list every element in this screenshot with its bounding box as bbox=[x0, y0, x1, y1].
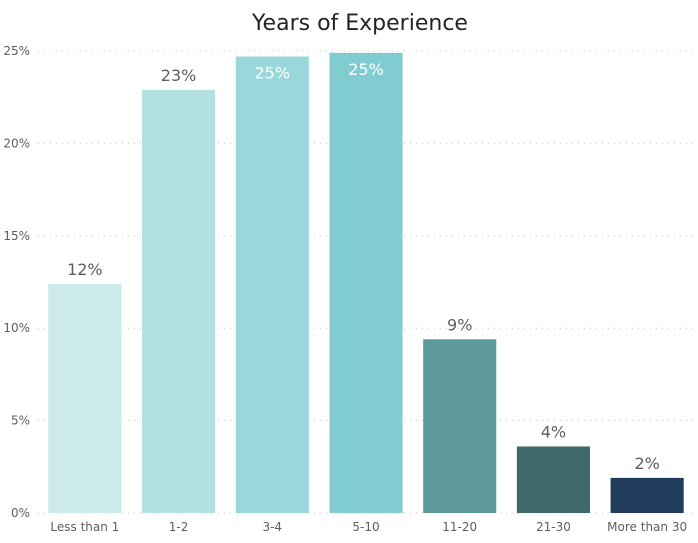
bar[interactable] bbox=[142, 89, 216, 514]
y-tick-label: 10% bbox=[3, 321, 30, 335]
data-label: 25% bbox=[255, 64, 291, 83]
data-label: 25% bbox=[348, 60, 384, 79]
y-tick-label: 20% bbox=[3, 136, 30, 150]
x-tick-label: 5-10 bbox=[352, 520, 379, 534]
data-label: 23% bbox=[161, 66, 197, 85]
y-axis-ticks: 0% 5% 10% 15% 20% 25% bbox=[3, 44, 30, 520]
y-tick-label: 15% bbox=[3, 229, 30, 243]
x-tick-label: 3-4 bbox=[262, 520, 282, 534]
x-tick-label: 21-30 bbox=[536, 520, 571, 534]
y-tick-label: 5% bbox=[11, 414, 30, 428]
x-tick-label: 1-2 bbox=[169, 520, 189, 534]
x-tick-label: Less than 1 bbox=[50, 520, 119, 534]
x-tick-label: More than 30 bbox=[607, 520, 687, 534]
bar[interactable] bbox=[610, 477, 684, 513]
bar[interactable] bbox=[48, 283, 122, 513]
bar[interactable] bbox=[516, 446, 590, 513]
bar[interactable] bbox=[235, 56, 309, 513]
chart-title: Years of Experience bbox=[251, 11, 468, 36]
bar[interactable] bbox=[329, 52, 403, 514]
bars bbox=[48, 52, 684, 514]
data-label: 2% bbox=[634, 454, 659, 473]
x-tick-label: 11-20 bbox=[442, 520, 477, 534]
y-tick-label: 0% bbox=[11, 506, 30, 520]
data-label: 12% bbox=[67, 260, 103, 279]
y-tick-label: 25% bbox=[3, 44, 30, 58]
bar[interactable] bbox=[423, 339, 497, 513]
data-labels: 12% 23% 25% 25% 9% 4% 2% bbox=[67, 60, 660, 473]
data-label: 9% bbox=[447, 315, 472, 334]
data-label: 4% bbox=[541, 422, 566, 441]
x-axis-ticks: Less than 1 1-2 3-4 5-10 11-20 21-30 More than… bbox=[50, 520, 687, 534]
